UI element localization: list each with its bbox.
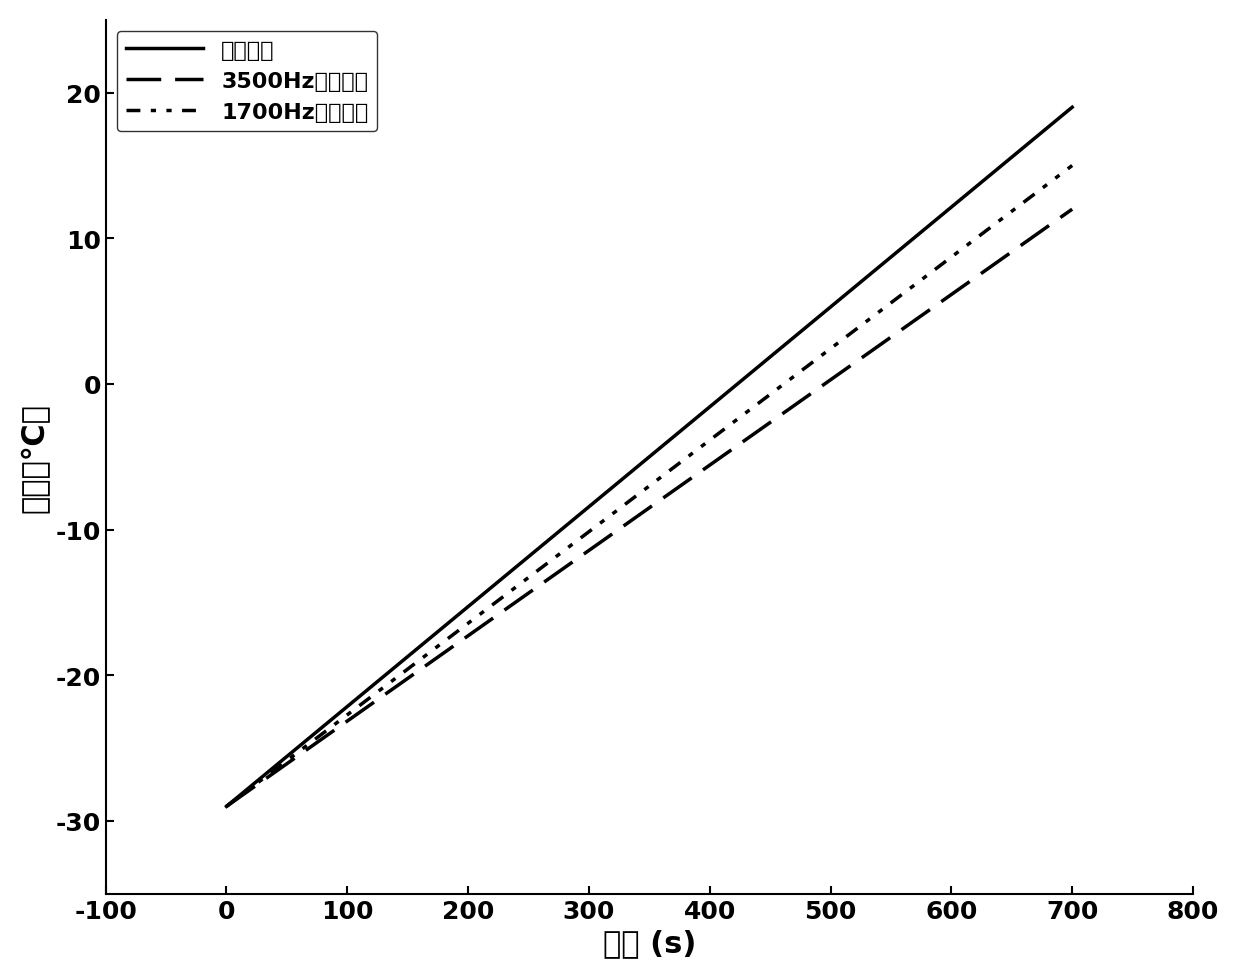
Line: 变频变幅: 变频变幅 [227,109,1073,807]
变频变幅 [219,801,234,813]
Legend: 变频变幅, 3500Hz恒频变幅, 1700Hz恒频变幅: 变频变幅, 3500Hz恒频变幅, 1700Hz恒频变幅 [117,32,377,132]
3500Hz恒频变幅 [219,801,234,813]
3500Hz恒频变幅 [1065,204,1080,216]
Line: 1700Hz恒频变幅: 1700Hz恒频变幅 [227,166,1073,807]
Y-axis label: 温度（℃）: 温度（℃） [21,402,50,512]
Line: 3500Hz恒频变幅: 3500Hz恒频变幅 [227,210,1073,807]
1700Hz恒频变幅 [1065,160,1080,172]
1700Hz恒频变幅 [219,801,234,813]
X-axis label: 时间 (s): 时间 (s) [603,928,696,957]
变频变幅 [1065,103,1080,114]
